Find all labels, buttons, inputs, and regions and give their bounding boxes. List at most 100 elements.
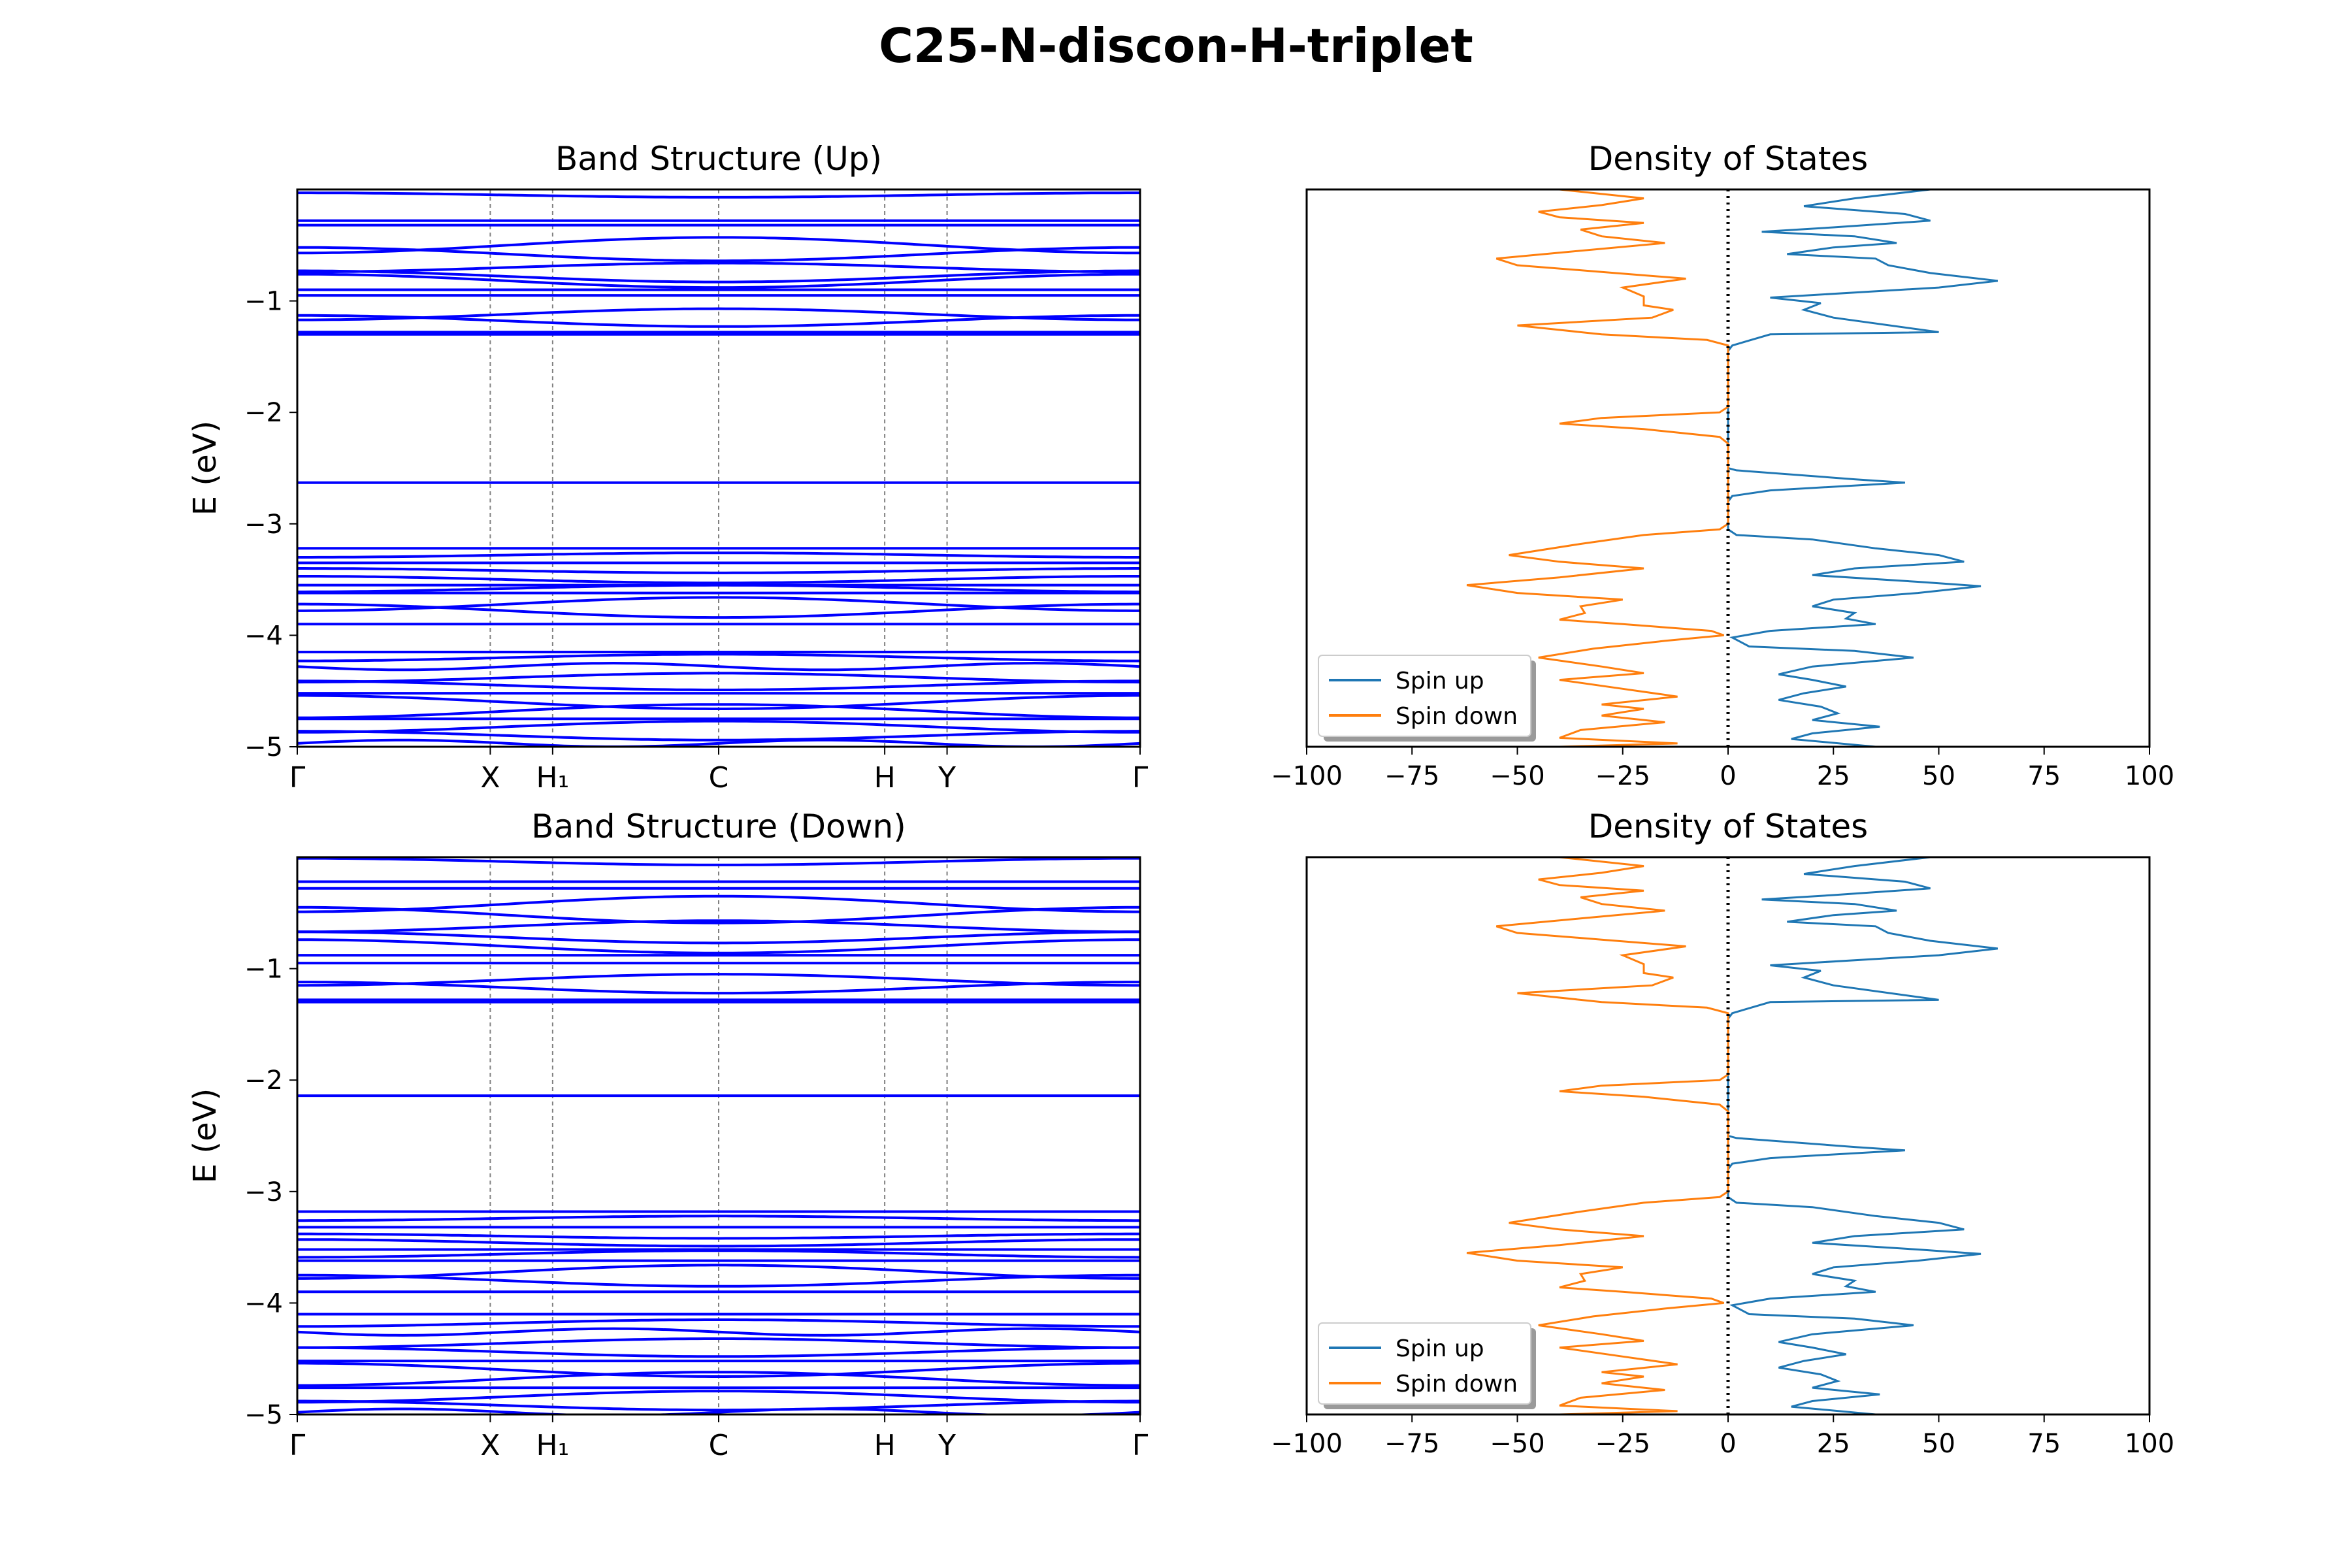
band-line [297,930,1140,945]
band-line [297,575,1140,585]
kpoint-label: Y [938,1429,956,1462]
band-line [297,1337,1140,1349]
band-line [297,679,1140,691]
kpoint-label: C [709,1429,729,1462]
band-line [297,1238,1140,1248]
x-tick-label: −25 [1595,1429,1650,1459]
y-axis-label: E (eV) [187,421,223,515]
kpoint-label: Y [938,761,956,794]
band-line [297,694,1140,710]
band-line [297,1362,1140,1378]
band-line [297,1327,1140,1337]
band-line [297,1215,1140,1222]
axes-frame [1305,856,2151,1416]
x-tick-label: −100 [1271,761,1343,791]
legend-label: Spin down [1396,1371,1518,1397]
x-tick-label: 25 [1817,1429,1850,1459]
dos-series-group [1466,189,1998,747]
kpoint-label: Γ [1132,1429,1149,1462]
band-line [297,269,1140,284]
x-tick-label: 25 [1817,761,1850,791]
x-tick-label: −50 [1490,1429,1544,1459]
dos-series-spin-down [1466,189,1729,747]
band-line [297,981,1140,995]
kpoint-label: X [480,1429,500,1462]
y-tick-label: −4 [244,621,283,651]
figure-title: C25-N-discon-H-triplet [879,18,1473,73]
x-tick-label: −100 [1271,1429,1343,1459]
band-line [297,583,1140,593]
band-line [297,1264,1140,1280]
x-tick-label: 100 [2125,761,2174,791]
band-up-title: Band Structure (Up) [555,140,882,178]
band-line [297,261,1140,274]
kpoint-label: Γ [289,761,306,794]
dos-series-spin-up [1727,857,1998,1414]
x-tick-label: 75 [2027,1429,2061,1459]
y-tick-label: −3 [244,1177,283,1207]
x-tick-label: 0 [1720,761,1736,791]
band-line [297,1273,1140,1288]
band-down-title: Band Structure (Down) [531,808,906,845]
kpoint-label: Γ [1132,761,1149,794]
band-line [297,719,1140,734]
band-line [297,1371,1140,1387]
kpoint-label: H₁ [536,761,570,794]
dos-up-panel: Density of States −100 −75 −50 −25 0 25 50 75 100… [1271,140,2174,791]
kpoint-label: H [874,1429,896,1462]
band-line [297,246,1140,263]
band-line [297,938,1140,955]
band-line [297,236,1140,255]
band-line [297,661,1140,672]
x-tick-label: 0 [1720,1429,1736,1459]
band-line [297,672,1140,684]
dos-down-title: Density of States [1588,808,1868,845]
band-line [297,602,1140,619]
x-tick-label: −25 [1595,761,1650,791]
band-down-panel: Band Structure (Down) −5 −4 −3 −2 −1 Γ X H₁ C H Y Γ E… [187,808,1149,1462]
y-tick-label: −1 [244,287,283,317]
kpoint-label: C [709,761,729,794]
x-tick-label: 100 [2125,1429,2174,1459]
band-line [297,567,1140,574]
kpoint-label: X [480,761,500,794]
dos-series-spin-up [1727,189,1998,747]
band-line [297,653,1140,662]
band-line [297,703,1140,719]
bands-group [297,857,1140,1414]
band-line [297,1249,1140,1259]
x-tick-label: −75 [1384,761,1439,791]
y-tick-label: −5 [244,1400,283,1430]
y-tick-label: −3 [244,510,283,540]
legend-label: Spin up [1396,668,1484,694]
y-tick-label: −2 [244,1066,283,1096]
legend-label: Spin down [1396,703,1518,730]
band-line [297,1232,1140,1240]
band-line [297,894,1140,913]
dos-down-panel: Density of States −100 −75 −50 −25 0 25 50 75 100… [1271,808,2174,1459]
band-up-panel: Band Structure (Up) −5 −4 −3 −2 −1 Γ X H₁ C H Y Γ E (… [187,140,1149,794]
y-tick-label: −2 [244,398,283,428]
dos-series-group [1466,857,1998,1414]
band-line [297,314,1140,328]
band-line [297,1407,1140,1414]
band-line [297,1399,1140,1412]
bands-group [297,191,1140,747]
x-tick-label: 75 [2027,761,2061,791]
kpoint-label: H₁ [536,1429,570,1462]
kpoint-label: H [874,761,896,794]
x-tick-label: 50 [1922,761,1955,791]
x-tick-label: −75 [1384,1429,1439,1459]
axes-frame [1305,188,2151,748]
band-line [297,272,1140,289]
y-axis-label: E (eV) [187,1088,223,1183]
band-line [297,730,1140,742]
dos-series-spin-down [1466,857,1729,1414]
band-line [297,857,1140,866]
y-tick-label: −4 [244,1288,283,1318]
y-tick-label: −1 [244,955,283,985]
band-line [297,551,1140,559]
band-line [297,973,1140,987]
y-tick-label: −5 [244,732,283,762]
